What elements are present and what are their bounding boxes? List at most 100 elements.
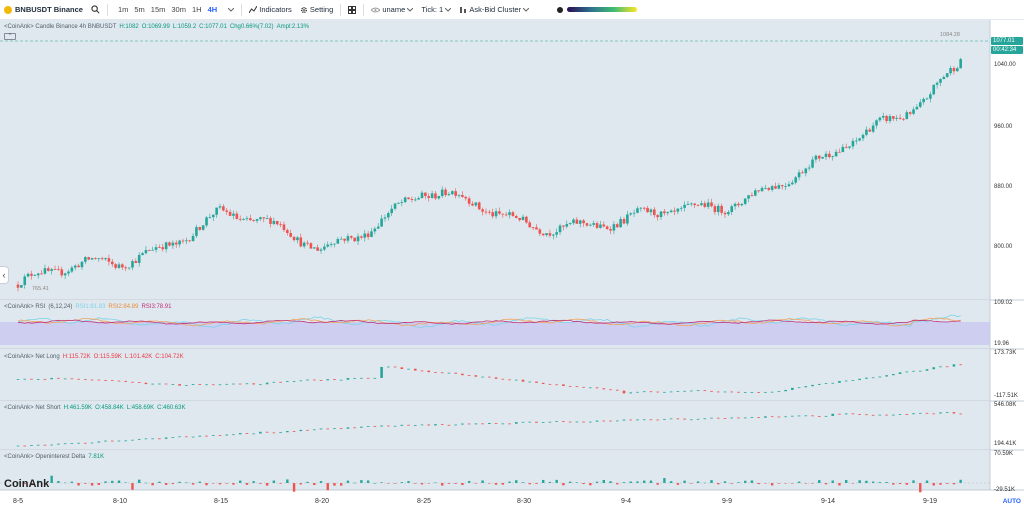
timeframe-1h[interactable]: 1H (191, 5, 202, 14)
setting-button[interactable]: Setting (296, 0, 337, 20)
user-selector[interactable]: uname (367, 0, 417, 20)
timeframe-30m[interactable]: 30m (171, 5, 186, 14)
candle-body (279, 224, 282, 226)
cluster-selector[interactable]: Ask-Bid Cluster (455, 0, 533, 20)
auto-scale-button[interactable]: AUTO (1002, 498, 1021, 505)
netshort-candle (191, 436, 195, 438)
candle-body (754, 190, 757, 196)
search-button[interactable] (87, 0, 104, 20)
candle-body (50, 269, 53, 271)
netshort-candle (669, 418, 673, 420)
candle-body (178, 240, 181, 245)
netshort-candle (124, 440, 128, 442)
collapse-pane-button[interactable]: ^ (4, 33, 16, 40)
netlong-candle (319, 380, 323, 381)
netlong-candle (784, 389, 787, 392)
rsi-line-3 (17, 319, 961, 325)
candle-body (925, 98, 929, 100)
candle-body (481, 209, 484, 212)
candle-body (821, 156, 824, 159)
oid-bar (683, 480, 686, 483)
candle-body (868, 129, 872, 132)
tick-selector[interactable]: Tick: 1 (417, 0, 455, 20)
oid-bar (555, 479, 558, 483)
candle-body (619, 219, 622, 228)
candle-body (663, 211, 666, 214)
candle-body (525, 216, 528, 223)
oid-bar (488, 483, 491, 484)
candle-body (292, 236, 296, 241)
layout-button[interactable] (344, 0, 360, 20)
netshort-candle (467, 423, 471, 425)
oid-bar (777, 483, 781, 484)
netshort-candle (892, 414, 895, 416)
scroll-left-button[interactable]: ‹ (0, 266, 9, 284)
rsi-axis-label: 19.96 (994, 341, 1010, 347)
timeframe-15m[interactable]: 15m (150, 5, 166, 14)
netlong-candle (831, 382, 835, 384)
netlong-candle (461, 373, 464, 376)
candle-body (626, 214, 629, 224)
heatmap-gradient-slider[interactable] (553, 0, 641, 20)
netlong-open: O:115.59K (93, 354, 122, 360)
oid-bar (90, 483, 94, 486)
netshort-candle (737, 417, 740, 419)
netshort-candle (353, 427, 356, 429)
gradient-left-handle[interactable] (557, 6, 564, 13)
candle-body (400, 202, 404, 203)
candle-body (238, 218, 242, 220)
candle-body (541, 233, 545, 236)
netlong-candle (373, 377, 377, 379)
timeframe-4h[interactable]: 4H (207, 5, 218, 14)
netshort-candle (346, 427, 350, 429)
candle-body (164, 242, 168, 250)
candle-body (218, 206, 222, 208)
timeframe-dropdown[interactable] (224, 0, 238, 20)
oid-bar (784, 483, 787, 484)
symbol-selector[interactable]: BNBUSDT Binance (0, 0, 87, 20)
netshort-candle (434, 424, 437, 426)
rsi-line-2 (17, 317, 961, 327)
candle-body (272, 220, 276, 224)
netshort-candle (716, 417, 720, 419)
chart-canvas[interactable] (0, 20, 1024, 511)
candle-body (780, 185, 784, 187)
oid-bar (959, 479, 962, 483)
timeframe-1m[interactable]: 1m (117, 5, 129, 14)
candle-body (299, 237, 303, 247)
netlong-candle (104, 380, 107, 381)
netshort-axis-label: 546.08K (994, 402, 1017, 408)
candle-body (528, 222, 532, 228)
time-axis-label: 9-4 (620, 498, 632, 505)
candle-body (817, 155, 821, 159)
netlong-candle (757, 392, 760, 393)
netshort-candle (656, 419, 659, 421)
timeframe-5m[interactable]: 5m (134, 5, 145, 14)
netlong-high: H:115.72K (62, 354, 91, 360)
candle-body (444, 189, 447, 196)
candle-body (653, 209, 656, 216)
candle-body (794, 177, 797, 183)
oid-legend: <CoinAnk> Openinterest Delta 7.81K (4, 454, 104, 460)
oid-bar (205, 483, 208, 486)
candle-body (255, 219, 259, 221)
candle-body (908, 112, 912, 114)
netlong-candle (97, 379, 101, 381)
netshort-name: <CoinAnk> Net Short (4, 405, 61, 411)
netshort-candle (279, 432, 282, 434)
oid-bar (946, 483, 949, 484)
oid-bar (919, 483, 922, 493)
candle-body (154, 247, 158, 250)
netlong-candle (299, 380, 303, 382)
netlong-candle (844, 380, 848, 382)
indicators-button[interactable]: Indicators (245, 0, 296, 20)
netshort-candle (649, 419, 653, 421)
oid-bar (717, 483, 720, 485)
netshort-candle (36, 444, 40, 446)
netlong-candle (265, 382, 269, 385)
netlong-candle (602, 388, 606, 390)
netlong-candle (710, 390, 713, 392)
candle-body (659, 211, 663, 218)
candle-body (636, 208, 639, 213)
netshort-candle (602, 420, 606, 422)
